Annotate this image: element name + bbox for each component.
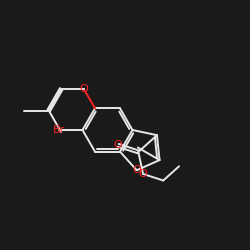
Text: Br: Br [52, 125, 65, 135]
Text: O: O [114, 140, 122, 150]
Text: O: O [139, 169, 147, 179]
Text: O: O [132, 165, 141, 175]
Text: O: O [79, 84, 88, 94]
